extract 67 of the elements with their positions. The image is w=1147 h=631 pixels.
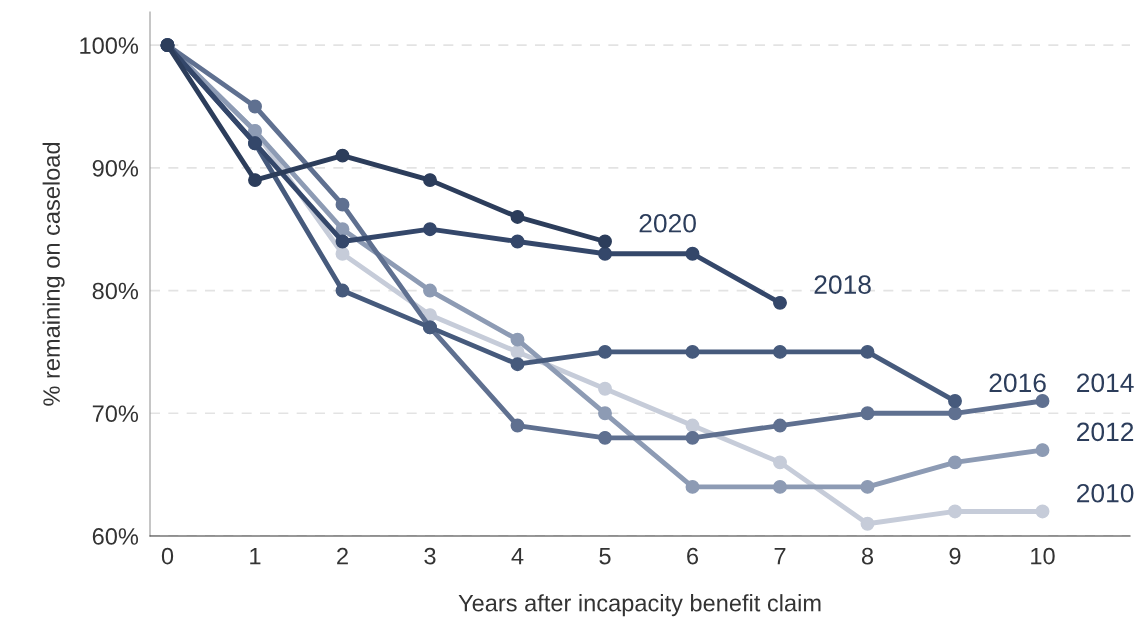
series-label: 2016 xyxy=(989,373,1046,393)
point xyxy=(685,418,700,433)
point xyxy=(860,406,875,421)
x-axis-title: Years after incapacity benefit claim xyxy=(458,594,821,617)
y-tick-label: 90% xyxy=(92,159,139,177)
point xyxy=(510,418,525,433)
point xyxy=(598,344,612,359)
point xyxy=(773,344,787,359)
point xyxy=(860,479,875,494)
point xyxy=(510,332,525,347)
series-label: 2014 xyxy=(1077,373,1134,393)
point xyxy=(248,99,262,114)
point xyxy=(598,246,612,261)
y-tick-label: 70% xyxy=(92,405,139,423)
point xyxy=(598,381,612,396)
point xyxy=(423,222,437,237)
y-tick-label: 80% xyxy=(92,282,139,300)
point xyxy=(685,246,700,261)
point xyxy=(948,406,962,421)
point xyxy=(335,148,350,163)
x-tick-label: 7 xyxy=(774,547,786,565)
series-label: 2020 xyxy=(639,213,696,233)
point xyxy=(773,295,787,310)
point xyxy=(510,234,525,249)
point xyxy=(773,479,787,494)
x-tick-label: 10 xyxy=(1031,547,1055,565)
point xyxy=(685,430,700,445)
point xyxy=(860,344,875,359)
point xyxy=(335,222,350,237)
point xyxy=(423,173,437,188)
point xyxy=(948,504,962,519)
point xyxy=(335,234,350,249)
series-label: 2018 xyxy=(814,275,871,294)
point xyxy=(335,283,350,298)
x-tick-label: 8 xyxy=(861,547,874,565)
point xyxy=(335,246,350,261)
x-tick-label: 4 xyxy=(511,547,524,565)
point xyxy=(510,209,525,224)
point xyxy=(860,516,875,531)
x-tick-label: 0 xyxy=(161,547,174,565)
point xyxy=(248,173,262,188)
point xyxy=(335,197,350,212)
y-tick-label: 100% xyxy=(80,37,139,54)
point xyxy=(948,394,962,408)
series-label: 2010 xyxy=(1077,483,1134,503)
point xyxy=(598,430,612,445)
y-axis-title: % remaining on caseload xyxy=(42,142,65,406)
x-tick-label: 9 xyxy=(949,547,961,565)
series-label: 2012 xyxy=(1077,422,1134,442)
x-tick-label: 2 xyxy=(337,547,348,565)
point xyxy=(598,234,612,249)
x-tick-label: 5 xyxy=(599,547,611,565)
point xyxy=(773,418,787,433)
point xyxy=(1035,443,1050,458)
point xyxy=(773,455,787,470)
point xyxy=(685,344,700,359)
x-tick-label: 3 xyxy=(424,547,436,565)
point xyxy=(598,406,612,421)
point xyxy=(1035,394,1050,408)
point xyxy=(510,357,525,372)
x-tick-label: 1 xyxy=(250,547,261,565)
point xyxy=(1035,504,1050,519)
y-tick-label: 60% xyxy=(92,528,139,545)
point xyxy=(685,479,700,494)
x-tick-label: 6 xyxy=(687,547,699,565)
point xyxy=(423,283,437,298)
point xyxy=(948,455,962,470)
